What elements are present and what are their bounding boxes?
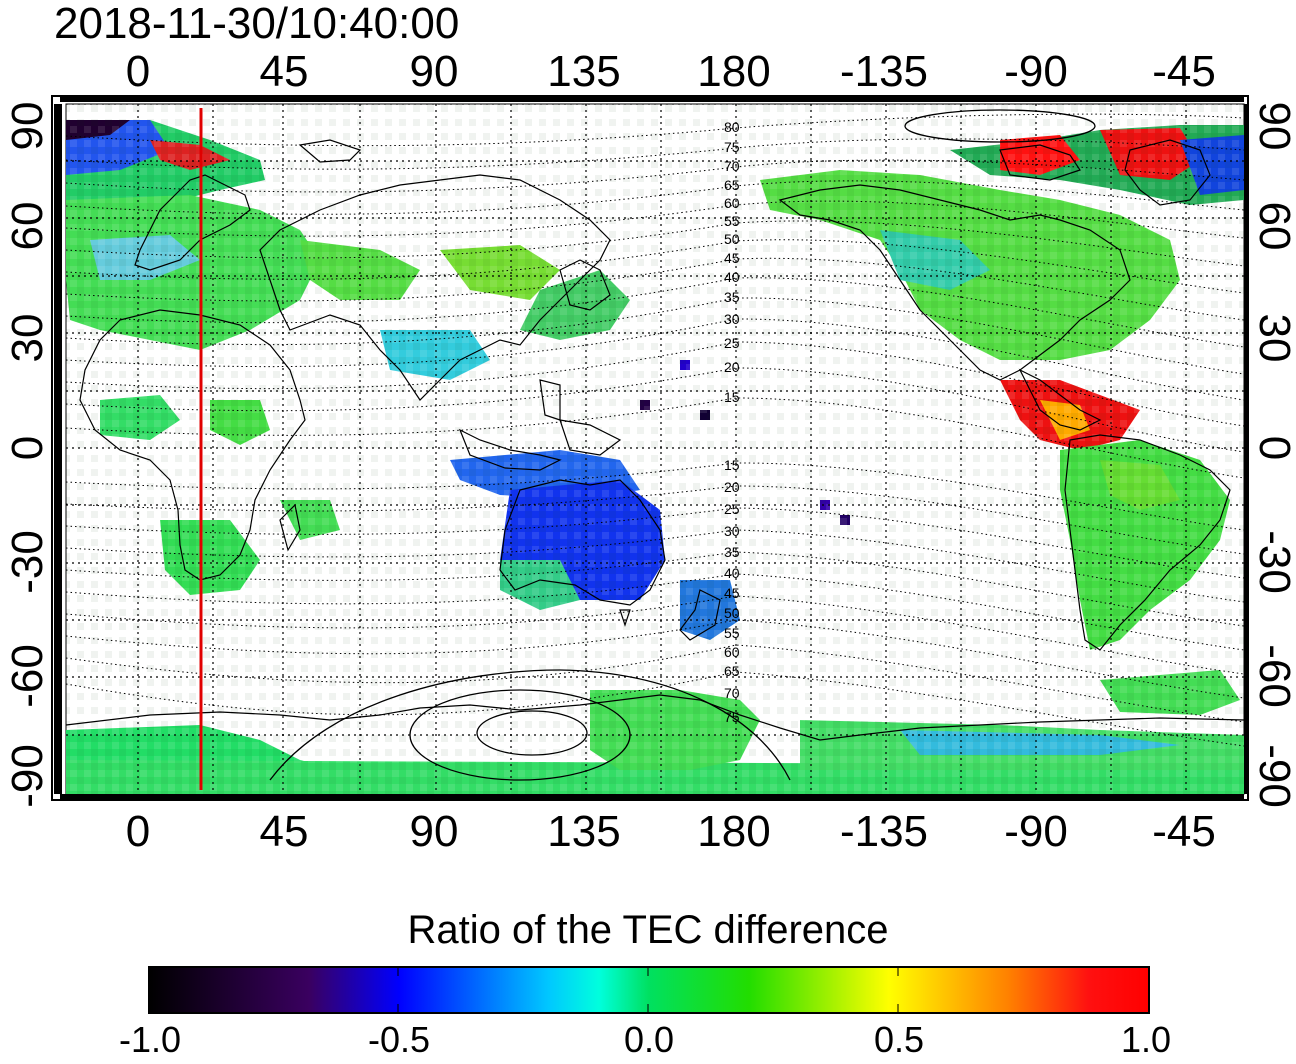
mlat-label: 35: [724, 544, 740, 560]
top-lon-label: 180: [697, 47, 770, 96]
right-lat-label: 60: [1250, 202, 1296, 251]
bottom-lon-label: -90: [1004, 807, 1068, 856]
bottom-longitude-labels: 0 45 90 135 180 -135 -90 -45: [126, 807, 1216, 856]
mlat-label: 75: [724, 709, 740, 725]
coastlines: [66, 139, 1244, 741]
top-longitude-labels: 0 45 90 135 180 -135 -90 -45: [126, 47, 1216, 96]
right-lat-label: -30: [1250, 530, 1296, 594]
top-lon-label: 0: [126, 47, 150, 96]
right-lat-label: 0: [1250, 436, 1296, 460]
left-lat-label: 30: [3, 314, 52, 363]
map-graticule: [66, 104, 1244, 794]
magnetic-latitude-labels: 80 75 70 65 60 55 50 45 40 35 30 25 20 1…: [724, 119, 740, 725]
mlat-label: 55: [724, 625, 740, 641]
top-lon-label: 135: [547, 47, 620, 96]
mlat-label: 65: [724, 663, 740, 679]
colorbar: [148, 966, 1150, 1014]
bottom-lon-label: 135: [547, 807, 620, 856]
top-lon-label: 90: [410, 47, 459, 96]
mlat-label: 55: [724, 213, 740, 229]
colorbar-tick-label: -0.5: [367, 1019, 431, 1060]
right-lat-label: 30: [1250, 314, 1296, 363]
mlat-label: 75: [724, 139, 740, 155]
mlat-label: 30: [724, 311, 740, 327]
right-lat-label: 90: [1250, 102, 1296, 151]
colorbar-gradient: [148, 966, 1150, 1014]
bottom-lon-label: 180: [697, 807, 770, 856]
mlat-label: 50: [724, 231, 740, 247]
right-latitude-labels: 90 60 30 0 -30 -60 -90: [1250, 102, 1296, 808]
left-lat-label: 0: [3, 436, 52, 460]
top-lon-label: -45: [1152, 47, 1216, 96]
mlat-label: 25: [724, 501, 740, 517]
magnetic-latitude-contours: [66, 113, 1244, 747]
mlat-label: 70: [724, 158, 740, 174]
mlat-label: 30: [724, 523, 740, 539]
magnetic-pole-contours: [269, 109, 1096, 781]
colorbar-tick-marks: [397, 967, 899, 1013]
top-lon-label: -135: [840, 47, 928, 96]
mlat-label: 15: [724, 389, 740, 405]
bottom-lon-label: -45: [1152, 807, 1216, 856]
left-lat-label: -90: [3, 744, 52, 808]
colorbar-tick-label: 1.0: [1120, 1019, 1172, 1060]
left-lat-label: -30: [3, 530, 52, 594]
mlat-label: 35: [724, 289, 740, 305]
mlat-label: 40: [724, 269, 740, 285]
mlat-label: 60: [724, 195, 740, 211]
colorbar-tick-labels: -1.0 -0.5 0.0 0.5 1.0: [0, 1020, 1296, 1064]
bottom-lon-label: 0: [126, 807, 150, 856]
bottom-lon-label: 45: [260, 807, 309, 856]
tec-data-layer: [66, 104, 1244, 794]
mlat-label: 60: [724, 644, 740, 660]
mlat-label: 65: [724, 177, 740, 193]
bottom-lon-label: -135: [840, 807, 928, 856]
left-lat-label: 60: [3, 202, 52, 251]
mlat-label: 45: [724, 585, 740, 601]
left-lat-label: -60: [3, 644, 52, 708]
mlat-label: 20: [724, 359, 740, 375]
top-lon-label: 45: [260, 47, 309, 96]
left-lat-label: 90: [3, 102, 52, 151]
mlat-label: 50: [724, 605, 740, 621]
tec-map: 80 75 70 65 60 55 50 45 40 35 30 25 20 1…: [3, 47, 1296, 856]
colorbar-title: Ratio of the TEC difference: [407, 908, 889, 952]
mlat-label: 80: [724, 119, 740, 135]
left-latitude-labels: 90 60 30 0 -30 -60 -90: [3, 102, 52, 808]
colorbar-tick-label: 0.5: [873, 1019, 925, 1060]
map-timestamp: 2018-11-30/10:40:00: [54, 0, 460, 48]
right-lat-label: -60: [1250, 644, 1296, 708]
mlat-label: 20: [724, 479, 740, 495]
colorbar-tick-label: 0.0: [623, 1019, 675, 1060]
right-lat-label: -90: [1250, 744, 1296, 808]
top-lon-label: -90: [1004, 47, 1068, 96]
mlat-label: 15: [724, 457, 740, 473]
mlat-label: 40: [724, 565, 740, 581]
mlat-label: 45: [724, 250, 740, 266]
colorbar-tick-label: -1.0: [118, 1019, 182, 1060]
mlat-label: 70: [724, 685, 740, 701]
bottom-lon-label: 90: [410, 807, 459, 856]
mlat-label: 25: [724, 335, 740, 351]
